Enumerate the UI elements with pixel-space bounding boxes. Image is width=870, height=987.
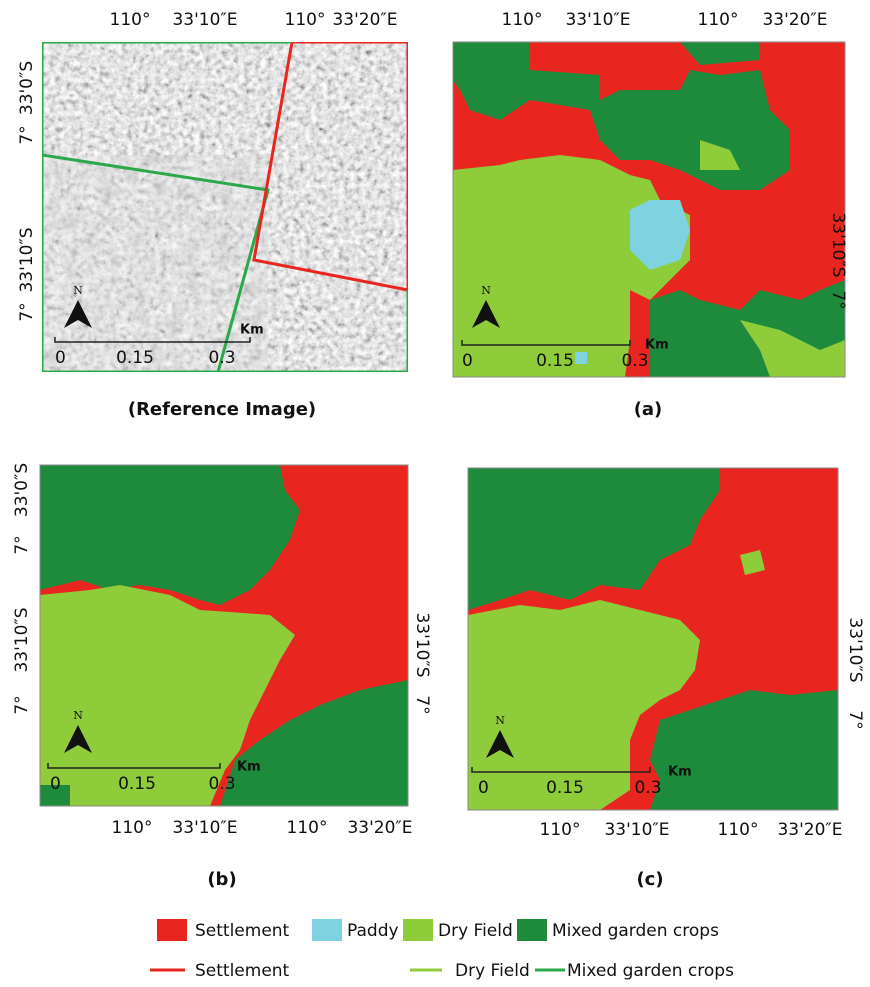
map-axis-label: 33'10″S [412, 612, 432, 677]
legend-swatch [157, 919, 187, 941]
scale-label: 0 [478, 778, 489, 798]
map-axis-label: 33'0″S [17, 61, 37, 115]
map-axis-label: 33'10″E [604, 820, 669, 840]
north-label: N [495, 714, 505, 727]
map-axis-label: 110° [285, 10, 326, 30]
map-axis-label: 110° [698, 10, 739, 30]
scale-label: 0.3 [208, 774, 235, 794]
legend-swatch [517, 919, 547, 941]
scale-unit: Km [240, 323, 264, 338]
map-axis-label: 110° [287, 818, 328, 838]
panel-caption: (b) [207, 869, 236, 890]
map-axis-label: 33'20″E [762, 10, 827, 30]
scale-label: 0.15 [546, 778, 584, 798]
map-axis-label: 7° [12, 695, 32, 714]
map-axis-label: 110° [718, 820, 759, 840]
scale-label: 0.15 [116, 348, 154, 368]
map-b [40, 465, 408, 806]
map-axis-label: 110° [502, 10, 543, 30]
map-axis-label: 7° [845, 710, 865, 729]
panel-caption: (a) [634, 399, 663, 420]
scale-label: 0 [50, 774, 61, 794]
scale-unit: Km [645, 338, 669, 353]
map-axis-label: 33'10″E [172, 818, 237, 838]
map-axis-label: 33'20″E [347, 818, 412, 838]
north-label: N [481, 284, 491, 297]
scale-label: 0.3 [621, 351, 648, 371]
map-axis-label: 110° [110, 10, 151, 30]
legend-label: Dry Field [455, 961, 530, 981]
panel-caption: (c) [636, 869, 663, 890]
legend-label: Dry Field [438, 921, 513, 941]
map-axis-label: 33'10″S [12, 607, 32, 672]
map-axis-label: 7° [17, 125, 37, 144]
map-axis-label: 7° [17, 302, 37, 321]
panel-caption: (Reference Image) [128, 399, 316, 420]
legend-label: Mixed garden crops [552, 921, 719, 941]
legend-swatch [312, 919, 342, 941]
scale-unit: Km [237, 760, 261, 775]
scale-label: 0 [55, 348, 66, 368]
map-axis-label: 7° [412, 695, 432, 714]
scale-label: 0.15 [118, 774, 156, 794]
figure: 110° 33'10″E 110° 33'20″E 33'0″S 7° 33'10″S 7° 0… [0, 0, 870, 983]
scale-label: 0.3 [208, 348, 235, 368]
map-c [468, 468, 838, 810]
scale-label: 0 [462, 351, 473, 371]
map-axis-label: 33'10″E [565, 10, 630, 30]
map-axis-label: 110° [112, 818, 153, 838]
legend-label: Mixed garden crops [567, 961, 734, 981]
map-axis-label: 33'10″S [828, 212, 848, 277]
map-axis-label: 110° [540, 820, 581, 840]
reference-map [42, 42, 408, 372]
scale-unit: Km [668, 765, 692, 780]
map-axis-label: 33'20″E [777, 820, 842, 840]
north-label: N [73, 284, 83, 297]
legend-label: Settlement [195, 921, 290, 941]
scale-label: 0.3 [634, 778, 661, 798]
map-axis-label: 33'10″E [172, 10, 237, 30]
map-axis-label: 33'0″S [12, 463, 32, 517]
map-a [453, 42, 845, 377]
map-axis-label: 7° [12, 535, 32, 554]
legend-swatch [403, 919, 433, 941]
scale-label: 0.15 [536, 351, 574, 371]
legend-label: Settlement [195, 961, 290, 981]
map-axis-label: 33'10″S [17, 227, 37, 292]
map-axis-label: 7° [828, 290, 848, 309]
north-label: N [73, 709, 83, 722]
legend-label: Paddy [347, 921, 399, 941]
map-axis-label: 33'10″S [845, 617, 865, 682]
map-axis-label: 33'20″E [332, 10, 397, 30]
